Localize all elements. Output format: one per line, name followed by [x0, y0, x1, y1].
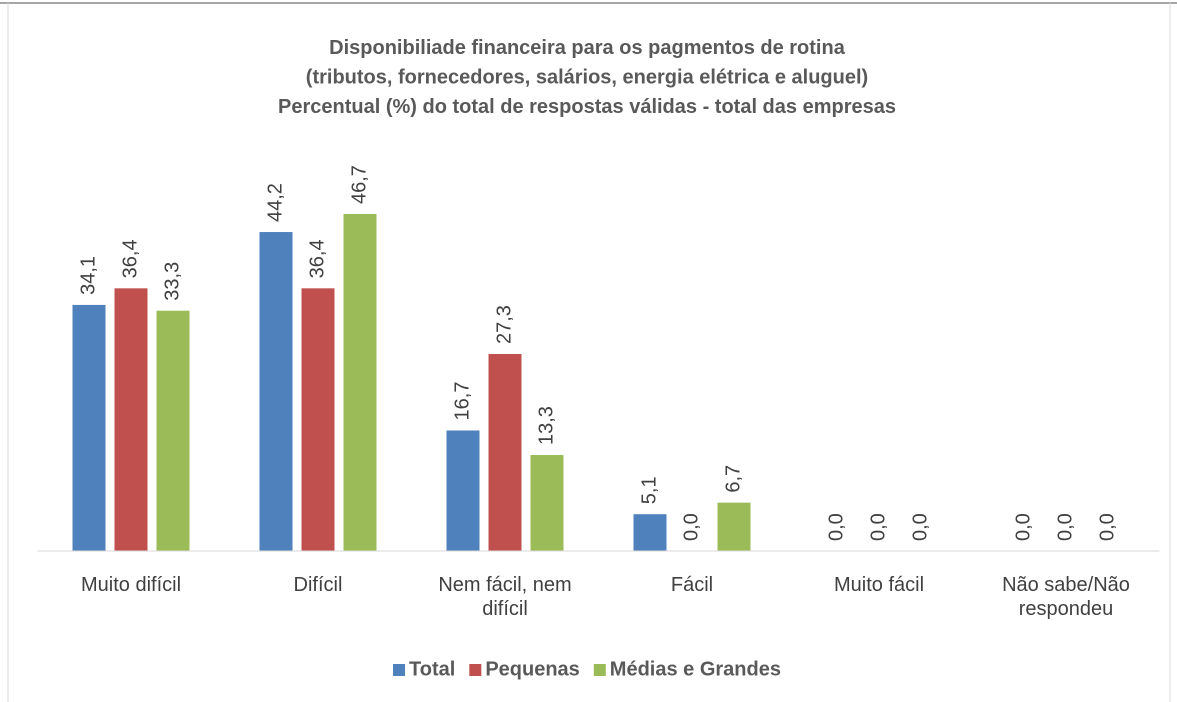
- legend-swatch: [593, 664, 606, 676]
- legend-swatch: [393, 664, 406, 676]
- data-label: 0,0: [825, 513, 847, 541]
- bar: [156, 310, 190, 551]
- chart-title: (tributos, fornecedores, salários, energ…: [306, 67, 868, 89]
- bar: [633, 514, 667, 551]
- data-label: 46,7: [348, 165, 370, 204]
- data-label: 0,0: [680, 513, 702, 541]
- data-label: 16,7: [451, 382, 473, 421]
- legend-label: Médias e Grandes: [610, 658, 781, 680]
- bar: [301, 288, 335, 551]
- data-label: 5,1: [638, 476, 660, 504]
- chart-title: Disponibiliade financeira para os pagmen…: [329, 37, 846, 59]
- data-label: 33,3: [161, 262, 183, 301]
- x-tick-label: Fácil: [670, 574, 714, 596]
- data-label: 6,7: [722, 465, 744, 493]
- bar: [446, 430, 480, 551]
- data-label: 34,1: [77, 256, 99, 295]
- data-label: 0,0: [1096, 513, 1118, 541]
- bar: [488, 353, 522, 551]
- data-label: 0,0: [867, 513, 889, 541]
- x-tick-label: Muito fácil: [833, 574, 925, 596]
- chart-title: Percentual (%) do total de respostas vál…: [278, 96, 896, 118]
- x-tick-label: Muito difícil: [80, 574, 182, 596]
- bar: [259, 232, 293, 551]
- data-label: 0,0: [1054, 513, 1076, 541]
- bar: [72, 304, 106, 551]
- x-tick-label: Nem fácil, nem difícil: [438, 574, 572, 620]
- x-tick-label: Difícil: [293, 574, 343, 596]
- bar: [343, 214, 377, 551]
- data-label: 13,3: [535, 406, 557, 445]
- legend-label: Pequenas: [485, 658, 579, 680]
- bar: [114, 288, 148, 551]
- bar: [530, 455, 564, 551]
- bar: [717, 502, 751, 551]
- data-label: 36,4: [119, 239, 141, 278]
- legend-swatch: [469, 664, 482, 676]
- x-tick-label: Não sabe/Não respondeu: [1002, 574, 1130, 620]
- legend-label: Total: [409, 658, 455, 680]
- data-label: 0,0: [1012, 513, 1034, 541]
- data-label: 36,4: [306, 239, 328, 278]
- data-label: 44,2: [264, 183, 286, 222]
- data-label: 27,3: [493, 305, 515, 344]
- data-label: 0,0: [909, 513, 931, 541]
